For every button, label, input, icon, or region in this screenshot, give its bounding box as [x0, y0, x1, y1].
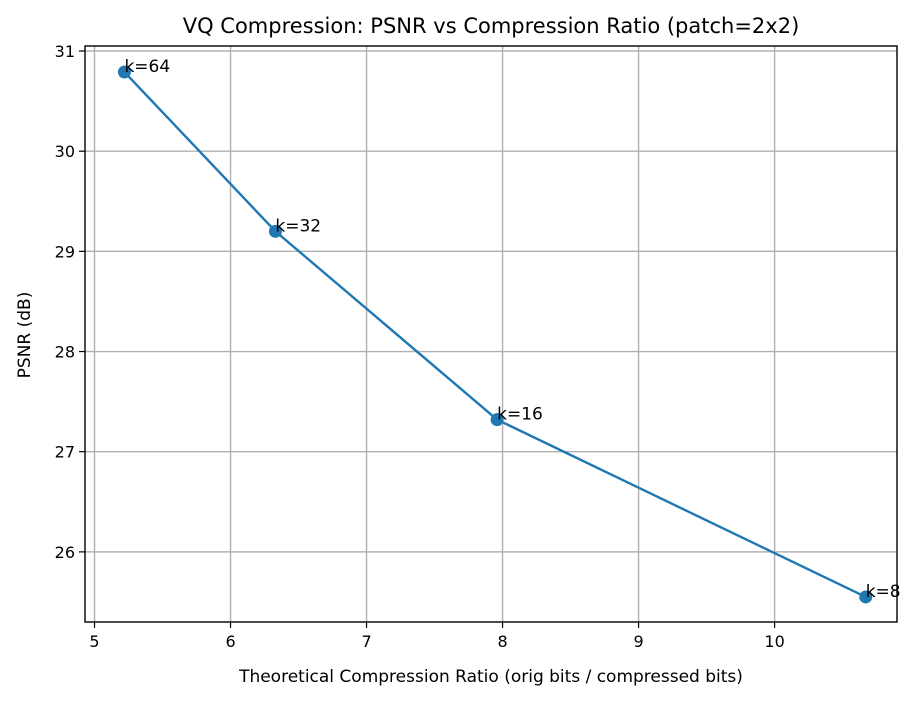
data-point: [117, 65, 131, 79]
series-line: [123, 71, 867, 599]
point-labels: k=64 k=32 k=16 k=8: [124, 57, 900, 602]
ticks: 5 6 7 8 9 10 26 27 28 29 30 31: [55, 42, 785, 651]
x-tick-label: 9: [633, 632, 643, 651]
plot-frame: [84, 45, 898, 623]
y-tick-label: 28: [55, 343, 75, 362]
x-axis-label: Theoretical Compression Ratio (orig bits…: [238, 667, 743, 687]
x-tick-label: 8: [497, 632, 507, 651]
data-point: [268, 224, 282, 238]
point-label: k=16: [497, 405, 543, 425]
y-axis-label: PSNR (dB): [15, 292, 35, 379]
y-tick-label: 29: [55, 242, 75, 261]
grid: [85, 46, 897, 622]
chart-title: VQ Compression: PSNR vs Compression Rati…: [183, 14, 800, 38]
series: [117, 65, 873, 604]
x-tick-label: 7: [361, 632, 371, 651]
data-point: [859, 590, 873, 604]
data-point: [490, 413, 504, 427]
point-label: k=8: [866, 582, 901, 602]
x-tick-label: 5: [89, 632, 99, 651]
point-label: k=32: [275, 216, 321, 236]
y-tick-label: 27: [55, 443, 75, 462]
x-tick-label: 6: [225, 632, 235, 651]
point-label: k=64: [124, 57, 170, 77]
y-tick-label: 26: [55, 543, 75, 562]
y-tick-label: 30: [55, 142, 75, 161]
y-tick-label: 31: [55, 42, 75, 61]
x-tick-label: 10: [764, 632, 784, 651]
